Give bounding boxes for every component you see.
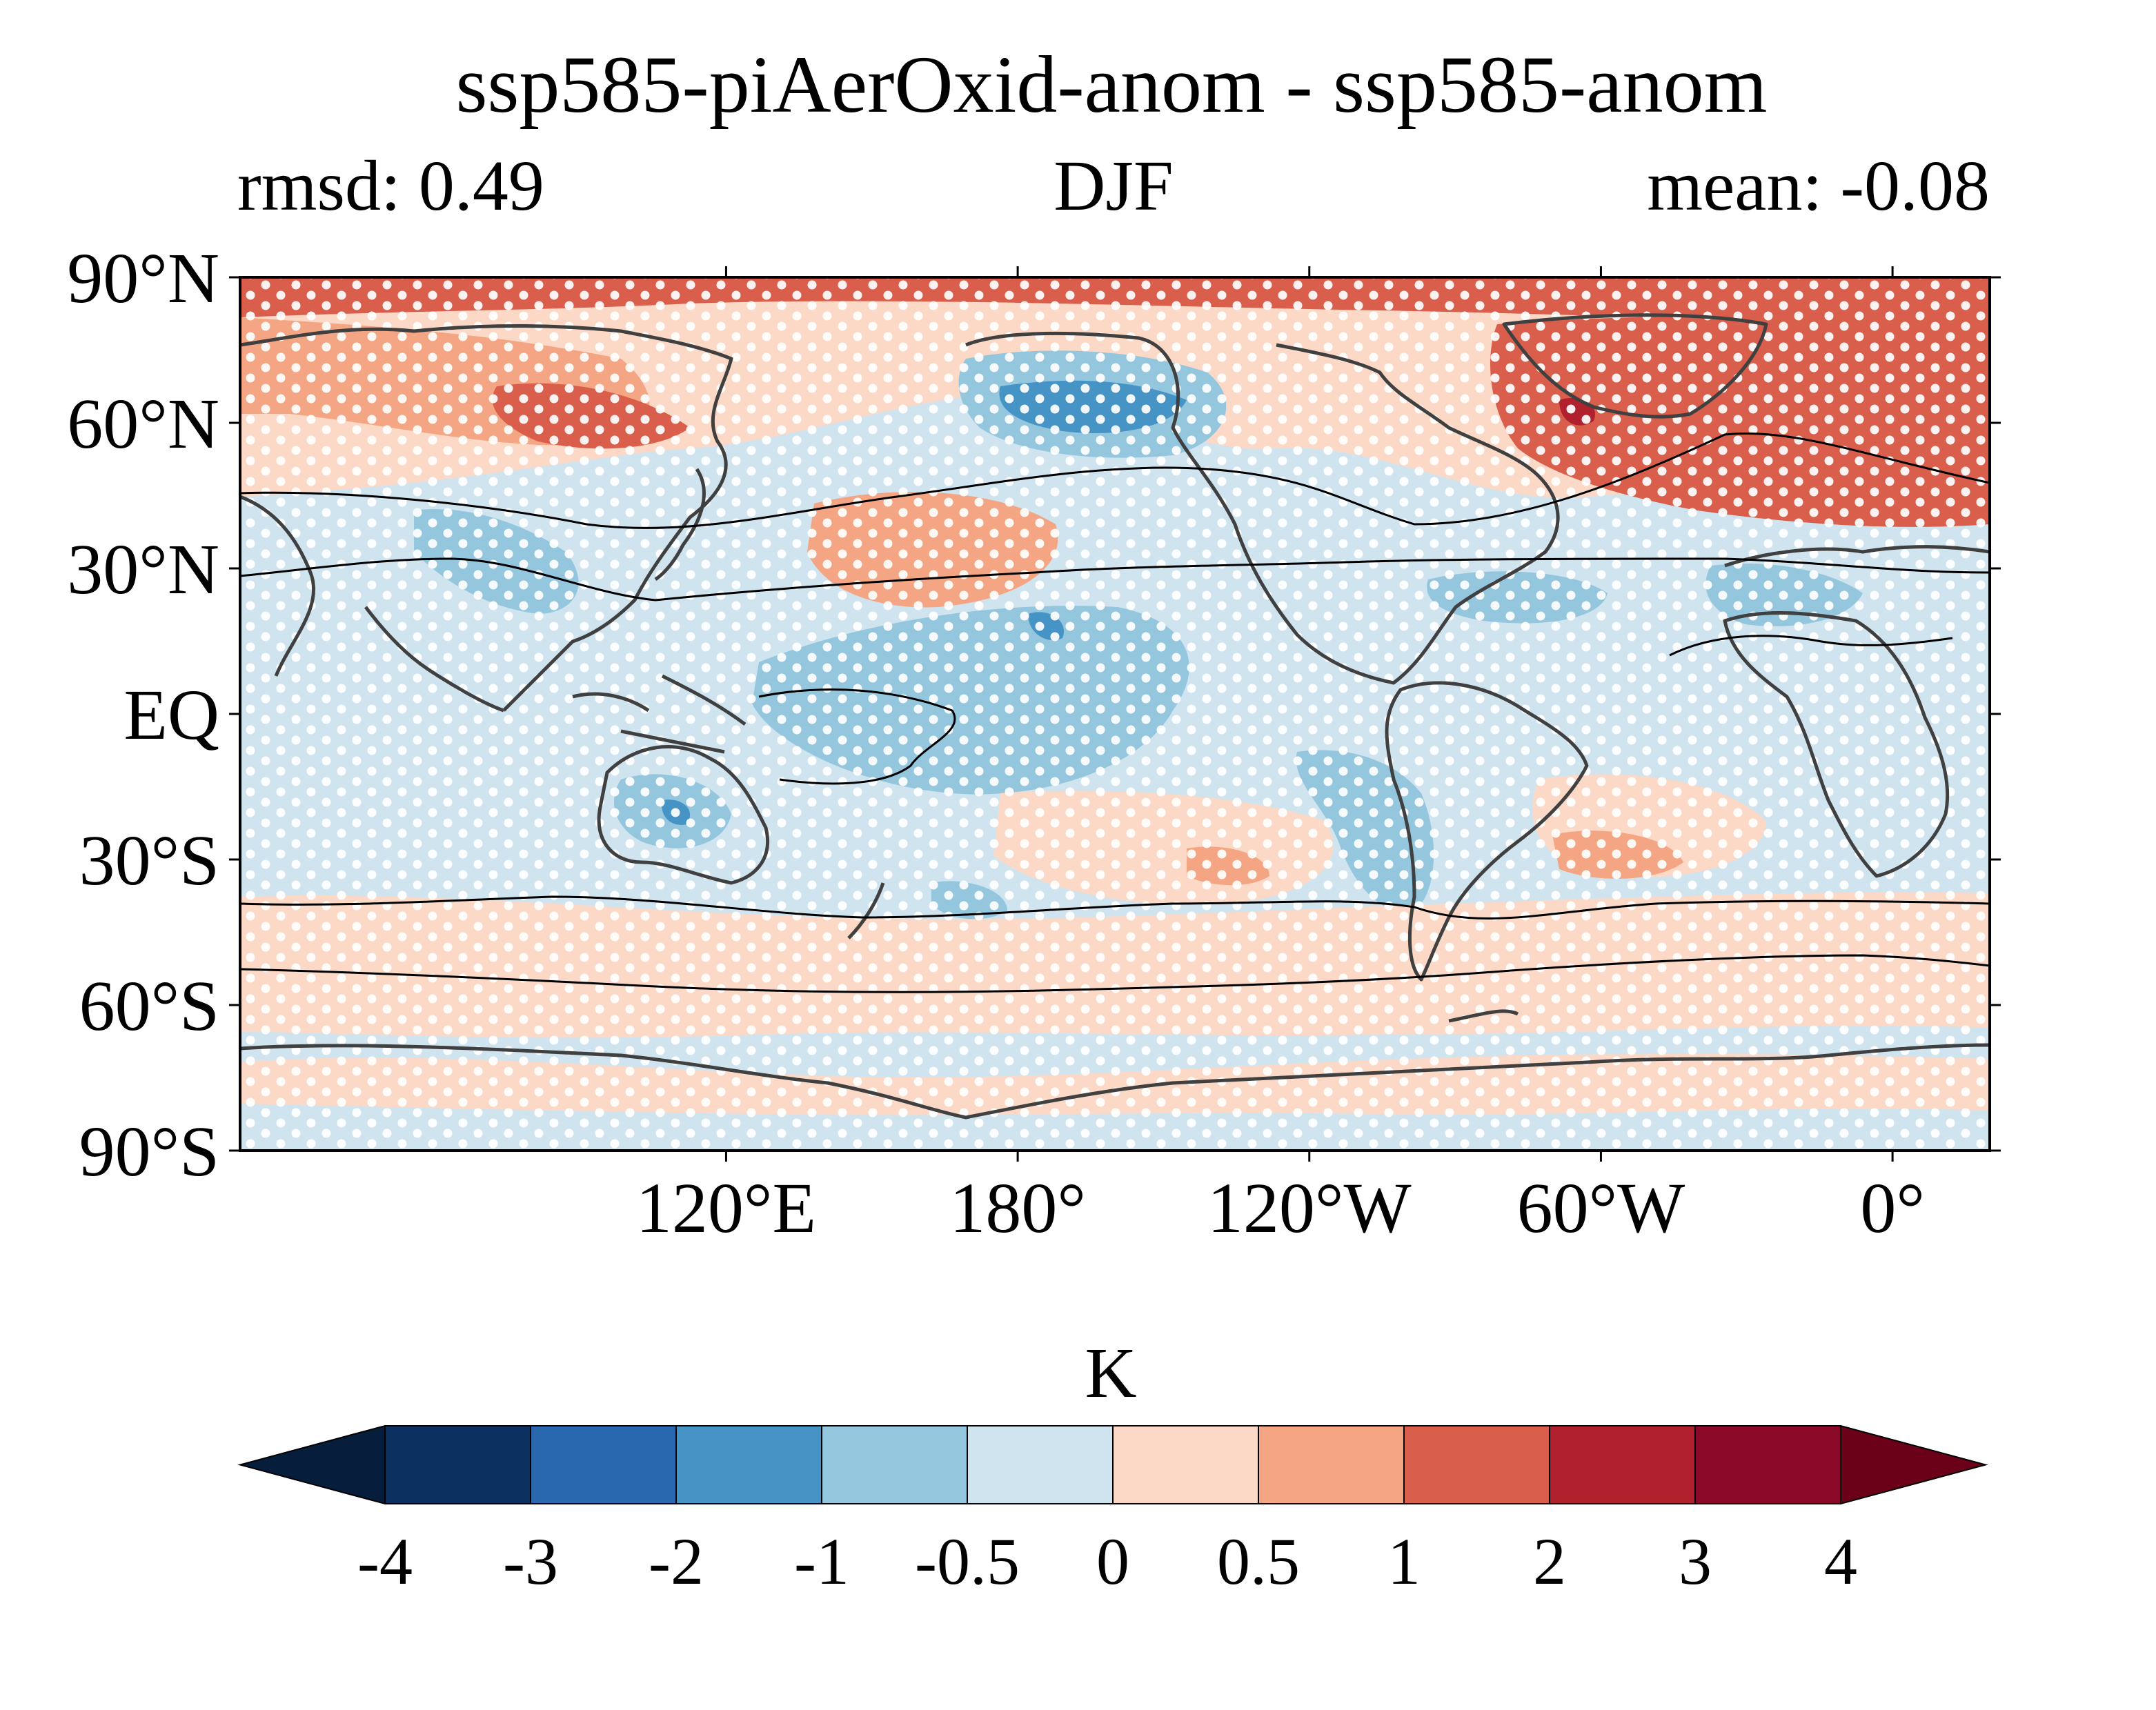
coastlines <box>240 313 1990 1120</box>
colorbar-segment <box>384 1425 531 1504</box>
colorbar-tick-label: 2 <box>1533 1524 1566 1598</box>
lat-tick-label: 60°N <box>67 384 219 464</box>
climatology-contours <box>240 432 1990 993</box>
colorbar-segment <box>1258 1425 1405 1504</box>
colorbar-under-triangle <box>237 1424 386 1505</box>
colorbar-tick-label: 0 <box>1096 1524 1129 1598</box>
mean-label: mean: -0.08 <box>1647 146 1990 226</box>
anomaly-field <box>240 277 1990 1151</box>
lat-tick-label: 30°N <box>67 530 219 609</box>
lat-tick-label: 30°S <box>79 821 219 900</box>
rmsd-label: rmsd: 0.49 <box>237 146 544 226</box>
colorbar-tick-label: 1 <box>1387 1524 1421 1598</box>
colorbar-tick-label: -2 <box>649 1524 704 1598</box>
lon-tick-label: 120°E <box>636 1169 816 1248</box>
colorbar-tick-label: 0.5 <box>1217 1524 1300 1598</box>
colorbar-tick-label: -0.5 <box>915 1524 1020 1598</box>
figure-title: ssp585-piAerOxid-anom - ssp585-anom <box>456 39 1768 130</box>
colorbar-segment <box>1403 1425 1550 1504</box>
colorbar-segment <box>530 1425 677 1504</box>
lat-tick-label: EQ <box>123 675 219 755</box>
colorbar-segment <box>1694 1425 1841 1504</box>
colorbar-segment <box>967 1425 1114 1504</box>
lon-tick-label: 0° <box>1860 1169 1925 1248</box>
lon-axis: 120°E 180° 120°W 60°W 0° <box>636 266 1925 1248</box>
colorbar-segment <box>1549 1425 1696 1504</box>
colorbar-segment <box>1112 1425 1259 1504</box>
lat-tick-label: 90°S <box>79 1112 219 1191</box>
colorbar-label: K <box>1085 1333 1136 1413</box>
lat-tick-label: 90°N <box>67 239 219 318</box>
colorbar-segment <box>821 1425 968 1504</box>
colorbar: K -4 -3 -2 -1 -0.5 0 0.5 1 2 3 4 <box>237 1333 1988 1598</box>
colorbar-tick-label: -4 <box>357 1524 413 1598</box>
season-label: DJF <box>1054 146 1173 226</box>
colorbar-tick-label: 3 <box>1679 1524 1712 1598</box>
lon-tick-label: 180° <box>949 1169 1086 1248</box>
colorbar-tick-label: 4 <box>1824 1524 1857 1598</box>
colorbar-over-triangle <box>1840 1424 1988 1505</box>
lon-tick-label: 120°W <box>1207 1169 1412 1248</box>
colorbar-tick-label: -3 <box>503 1524 558 1598</box>
lon-tick-label: 60°W <box>1517 1169 1685 1248</box>
lat-axis: 90°N 60°N 30°N EQ 30°S 60°S 90°S <box>67 239 2001 1191</box>
lat-tick-label: 60°S <box>79 966 219 1046</box>
colorbar-segment <box>675 1425 822 1504</box>
colorbar-tick-label: -1 <box>794 1524 849 1598</box>
